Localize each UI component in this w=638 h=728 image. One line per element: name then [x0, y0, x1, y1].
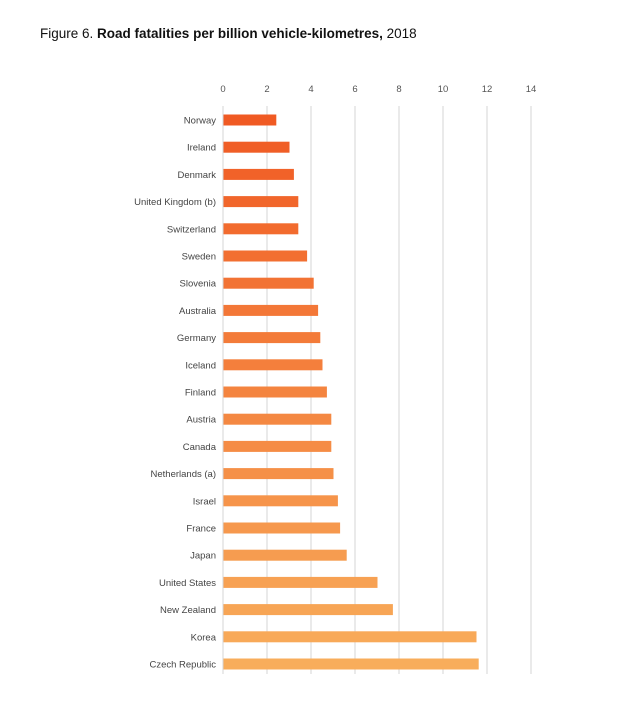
category-label: Czech Republic: [149, 660, 216, 671]
category-label: Israel: [193, 496, 216, 507]
category-label: Australia: [179, 306, 217, 317]
bar: [223, 168, 294, 180]
bar: [223, 495, 338, 507]
x-tick-label: 10: [438, 84, 449, 95]
bar: [223, 386, 327, 398]
bar: [223, 576, 378, 588]
category-labels: Norway Ireland Denmark United Kingdom (b) Sw…: [134, 116, 217, 671]
x-tick-label: 12: [482, 84, 493, 95]
category-label: Japan: [190, 551, 216, 562]
bar: [223, 114, 277, 126]
category-label: Denmark: [177, 170, 216, 181]
bar: [223, 277, 314, 289]
x-tick-label: 0: [220, 84, 225, 95]
bar: [223, 223, 299, 235]
figure-title-bold: Road fatalities per billion vehicle-kilo…: [97, 26, 383, 41]
category-label: Germany: [177, 333, 216, 344]
x-tick-label: 2: [264, 84, 269, 95]
category-label: Slovenia: [180, 279, 217, 290]
bars: [223, 114, 479, 670]
category-label: Norway: [184, 116, 216, 127]
x-tick-label: 4: [308, 84, 313, 95]
category-label: Sweden: [182, 252, 216, 263]
category-label: Finland: [185, 388, 216, 399]
bar: [223, 413, 332, 425]
figure-prefix: Figure 6.: [40, 26, 94, 41]
bar: [223, 440, 332, 452]
bar: [223, 658, 479, 670]
category-label: Korea: [191, 632, 217, 643]
category-label: Switzerland: [167, 224, 216, 235]
bar: [223, 468, 334, 480]
category-label: Canada: [183, 442, 217, 453]
bar: [223, 359, 323, 371]
bar: [223, 522, 341, 534]
bar: [223, 304, 319, 316]
x-tick-label: 6: [352, 84, 357, 95]
category-label: New Zealand: [160, 605, 216, 616]
category-label: Netherlands (a): [151, 469, 216, 480]
bar: [223, 250, 308, 262]
bar: [223, 631, 477, 643]
figure-year: 2018: [386, 26, 417, 41]
bar: [223, 549, 347, 561]
bar: [223, 332, 321, 344]
category-label: United States: [159, 578, 216, 589]
category-label: France: [186, 524, 216, 535]
figure-title: Figure 6. Road fatalities per billion ve…: [40, 26, 417, 41]
category-label: Iceland: [185, 360, 216, 371]
bar: [223, 141, 290, 153]
bar: [223, 604, 393, 616]
x-tick-labels: 0 2 4 6 8 10 12 14: [220, 84, 536, 95]
category-label: Austria: [186, 415, 216, 426]
category-label: Ireland: [187, 143, 216, 154]
x-tick-label: 8: [396, 84, 401, 95]
category-label: United Kingdom (b): [134, 197, 216, 208]
bar: [223, 196, 299, 208]
x-tick-label: 14: [526, 84, 537, 95]
